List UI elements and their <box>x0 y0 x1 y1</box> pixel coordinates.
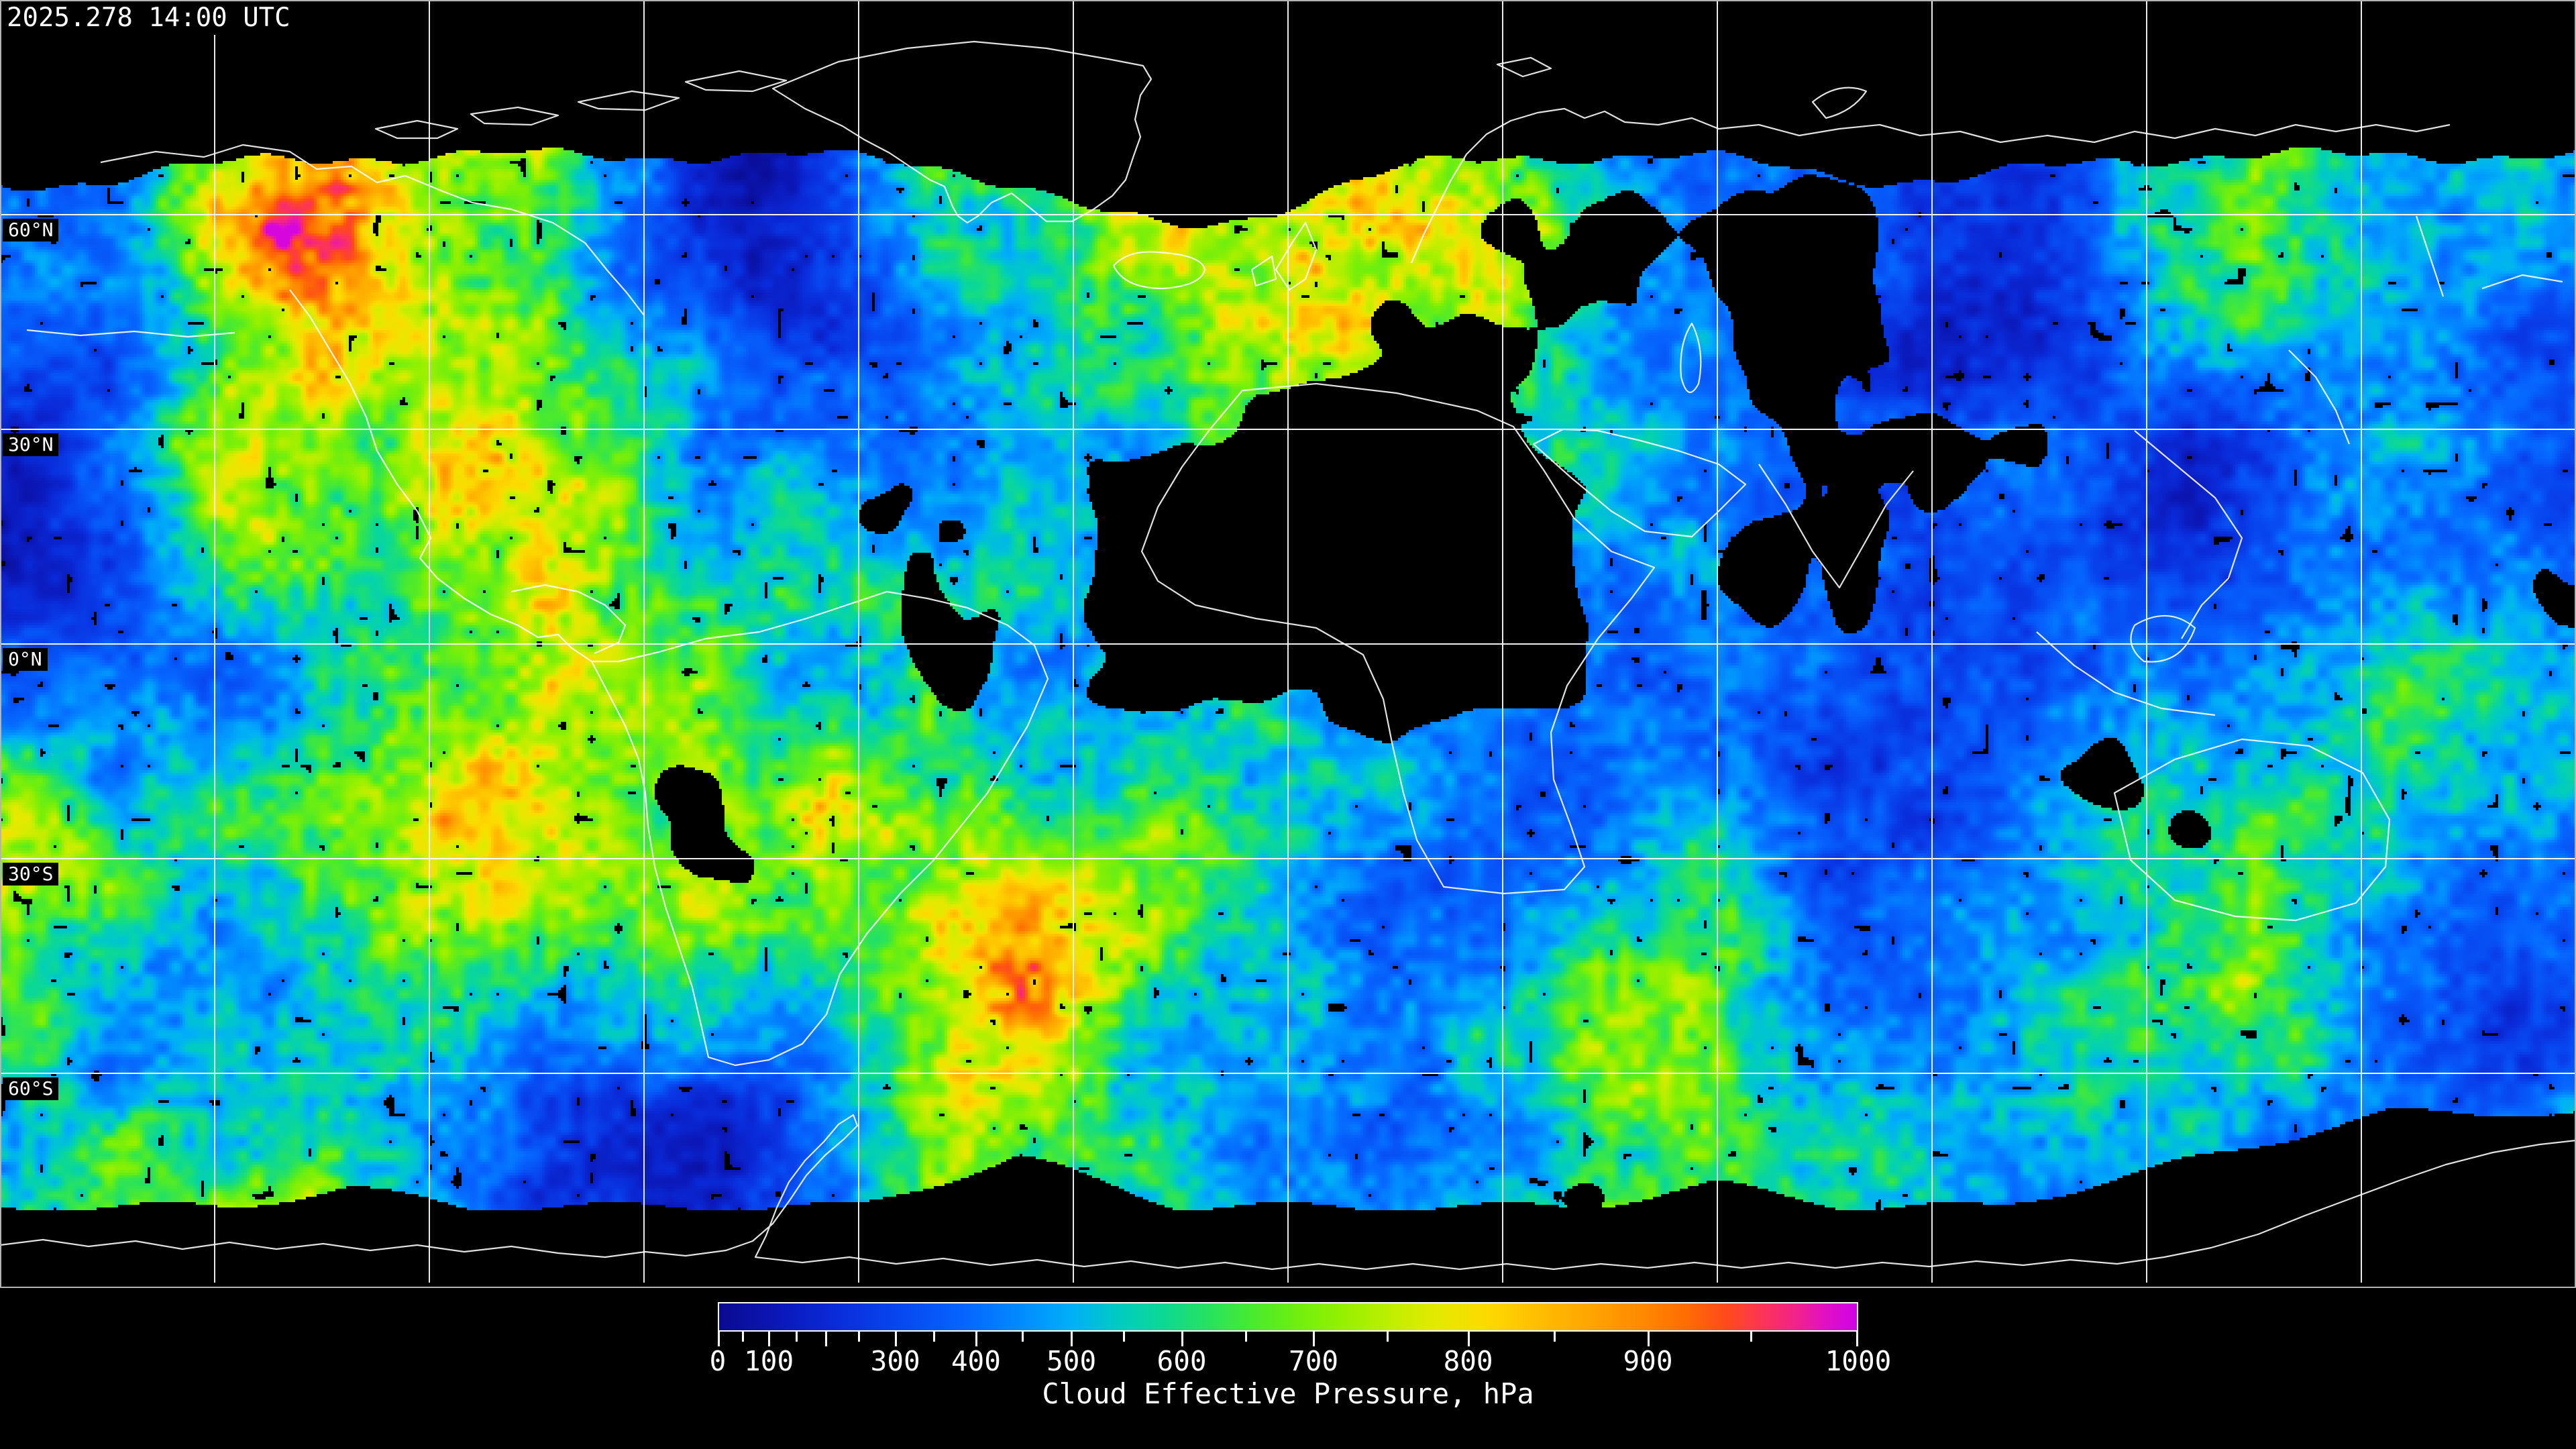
coastline <box>577 90 680 111</box>
colorbar-tick <box>1022 1332 1024 1342</box>
coastline <box>2481 274 2563 290</box>
coastline <box>470 106 559 126</box>
latitude-label: 30°N <box>3 433 59 456</box>
colorbar-tick <box>932 1332 935 1342</box>
coastline <box>2134 430 2243 639</box>
coastline <box>1811 87 1868 119</box>
map-frame <box>0 0 2576 1288</box>
coastline <box>2288 350 2351 445</box>
coastline <box>2113 738 2391 922</box>
coastline <box>771 40 1152 224</box>
colorbar-tick-label: 800 <box>1443 1345 1493 1377</box>
colorbar-tick <box>1647 1332 1650 1346</box>
colorbar-tick <box>742 1332 745 1342</box>
colorbar-gradient <box>718 1302 1858 1332</box>
colorbar-tick-label: 100 <box>744 1345 794 1377</box>
coastline <box>26 329 235 338</box>
coastline <box>1410 107 2451 264</box>
coastline <box>1680 322 1702 393</box>
coastline <box>1140 382 1656 895</box>
coastline <box>1532 428 1747 538</box>
colorbar-tick <box>1387 1332 1389 1342</box>
graticule-coastline-overlay <box>0 0 2576 1288</box>
coastline <box>511 584 627 655</box>
colorbar-tick <box>975 1332 977 1346</box>
colorbar-tick <box>1856 1332 1858 1346</box>
coastline <box>1112 251 1206 290</box>
colorbar-tick-label: 1000 <box>1825 1345 1892 1377</box>
colorbar-tick <box>1313 1332 1316 1346</box>
coastline <box>2036 631 2216 716</box>
colorbar-tick <box>1071 1332 1073 1346</box>
colorbar-tick <box>1181 1332 1183 1346</box>
coastline <box>100 144 645 316</box>
colorbar-tick-label: 400 <box>951 1345 1001 1377</box>
colorbar-tick <box>858 1332 861 1342</box>
latitude-label: 60°S <box>3 1077 59 1100</box>
timestamp: 2025.278 14:00 UTC <box>4 1 297 35</box>
coastline <box>1496 56 1552 78</box>
colorbar-tick <box>1123 1332 1126 1342</box>
coastline <box>1250 255 1277 287</box>
colorbar-title: Cloud Effective Pressure, hPa <box>1042 1377 1534 1410</box>
colorbar-tick-label: 600 <box>1157 1345 1207 1377</box>
latitude-label: 0°N <box>3 648 48 671</box>
coastline <box>684 70 788 93</box>
colorbar-tick-label: 500 <box>1046 1345 1097 1377</box>
latitude-label: 30°S <box>3 863 59 885</box>
colorbar-tick <box>894 1332 897 1346</box>
coastline <box>1758 464 1914 589</box>
colorbar-tick <box>718 1332 720 1346</box>
colorbar-tick-label: 300 <box>870 1345 920 1377</box>
colorbar-tick-label: 900 <box>1623 1345 1673 1377</box>
coastline <box>289 289 592 662</box>
colorbar-tick <box>768 1332 771 1346</box>
colorbar-tick <box>1553 1332 1556 1342</box>
coastline <box>1275 221 1318 291</box>
coastline <box>2130 614 2196 663</box>
colorbar-tick <box>796 1332 798 1342</box>
colorbar-tick-label: 700 <box>1289 1345 1339 1377</box>
colorbar-tick <box>1750 1332 1752 1342</box>
colorbar-tick-label: 0 <box>709 1345 727 1377</box>
colorbar-tick <box>1245 1332 1248 1342</box>
coastlines <box>0 40 2576 1271</box>
coastline <box>0 1114 2576 1271</box>
coastline <box>590 590 1049 1067</box>
coastline <box>374 119 459 140</box>
colorbar-tick <box>1467 1332 1470 1346</box>
colorbar: 0 100 300 400 500 600 700 800 900 1000 Cloud Effe… <box>710 1302 1891 1436</box>
colorbar-tick <box>825 1332 828 1346</box>
coastline <box>2415 215 2445 297</box>
latitude-label: 60°N <box>3 219 59 241</box>
graticule <box>0 1 2576 1283</box>
